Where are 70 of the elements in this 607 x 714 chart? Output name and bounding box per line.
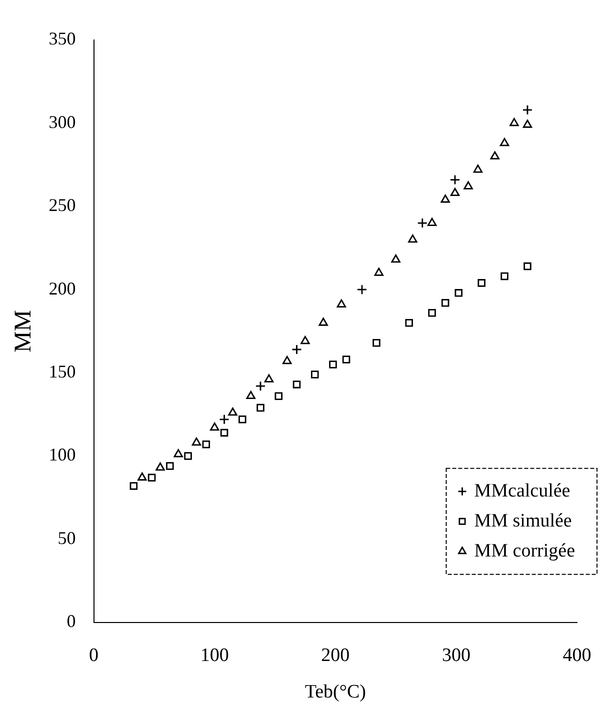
point — [264, 374, 274, 382]
point — [405, 319, 413, 327]
point — [522, 104, 533, 116]
x-axis-title: Teb(°C) — [304, 682, 366, 703]
point — [478, 279, 486, 287]
point — [282, 356, 292, 364]
point — [184, 452, 192, 460]
point — [210, 422, 220, 431]
y-tick-label: 250 — [48, 195, 76, 216]
point — [228, 408, 238, 416]
point — [138, 472, 147, 481]
point — [440, 194, 450, 203]
point — [329, 360, 337, 368]
point — [408, 234, 418, 243]
y-tick-label: 200 — [48, 278, 76, 298]
y-tick-label: 350 — [48, 28, 76, 49]
point — [130, 482, 138, 490]
point — [342, 356, 350, 364]
point — [148, 474, 156, 482]
point — [166, 462, 174, 470]
point — [427, 218, 437, 226]
point — [500, 272, 508, 280]
point — [300, 336, 310, 344]
point — [256, 404, 264, 412]
point — [417, 218, 428, 228]
y-tick-label: 0 — [66, 611, 76, 632]
point — [454, 289, 462, 297]
point — [374, 268, 384, 276]
y-tick-label: 300 — [48, 112, 76, 132]
point — [192, 437, 202, 446]
point — [219, 414, 230, 425]
point — [310, 370, 319, 378]
point — [292, 380, 301, 388]
point — [500, 138, 510, 146]
y-axis-title: MM — [10, 310, 37, 353]
x-tick-label: 100 — [200, 644, 229, 666]
point — [255, 380, 266, 392]
point — [490, 151, 500, 160]
point — [292, 344, 302, 355]
point — [428, 309, 436, 317]
point — [450, 174, 460, 185]
point — [220, 428, 228, 437]
point — [246, 390, 256, 400]
legend-label: MM simulée — [474, 510, 572, 532]
point — [238, 416, 246, 424]
point — [274, 392, 283, 400]
point — [391, 254, 400, 263]
point — [524, 262, 532, 270]
x-tick-label: 300 — [442, 644, 470, 666]
point — [522, 120, 532, 128]
point — [318, 318, 328, 326]
point — [202, 440, 210, 448]
point — [156, 462, 165, 471]
point — [372, 338, 380, 347]
y-tick-label: 50 — [58, 528, 76, 548]
legend-label: MMcalculée — [474, 480, 570, 502]
legend-label: MM corrigée — [474, 540, 576, 562]
y-tick-label: 150 — [48, 362, 76, 382]
point — [356, 284, 368, 295]
point — [510, 118, 519, 126]
point — [473, 164, 483, 173]
point — [441, 299, 450, 307]
x-tick-label: 0 — [89, 644, 99, 666]
point — [174, 449, 183, 458]
point — [464, 181, 473, 190]
point — [336, 299, 346, 308]
point — [450, 188, 460, 196]
x-tick-label: 200 — [321, 644, 350, 666]
x-tick-label: 400 — [562, 644, 592, 666]
y-tick-label: 100 — [48, 444, 76, 465]
